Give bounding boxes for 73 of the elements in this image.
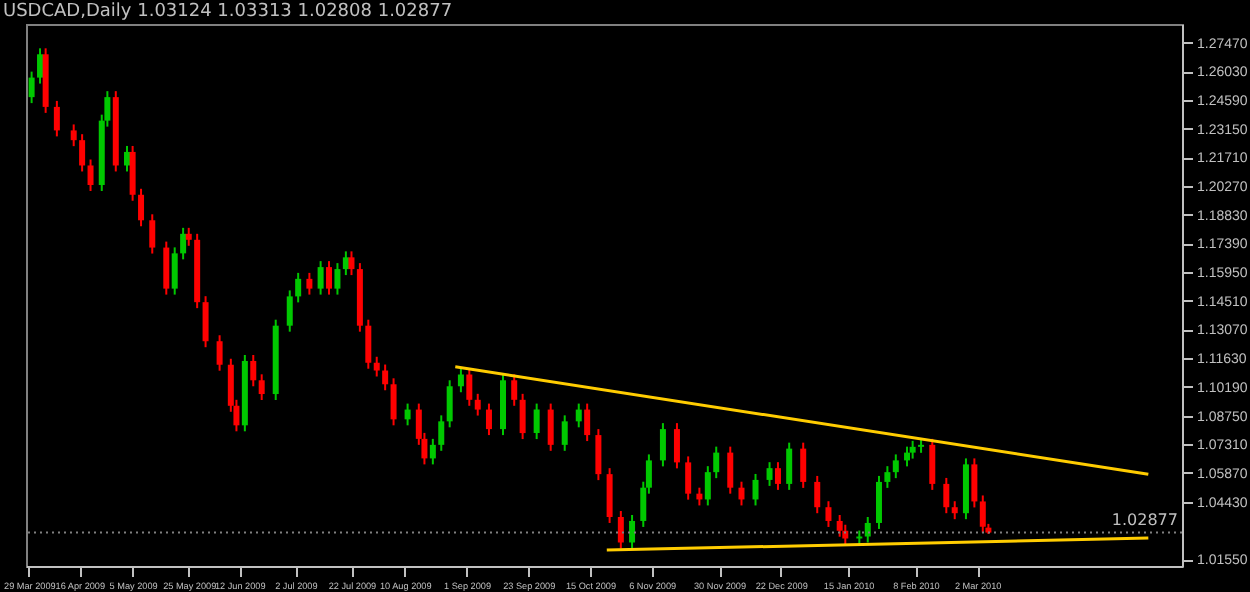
candlestick — [864, 515, 871, 544]
candlestick — [149, 213, 156, 255]
candlestick — [163, 240, 170, 296]
candlestick — [629, 513, 636, 550]
candlestick — [786, 441, 793, 491]
chart-title: USDCAD,Daily 1.03124 1.03313 1.02808 1.02877 — [3, 2, 453, 22]
candlestick — [727, 445, 734, 495]
candlestick — [87, 158, 94, 192]
candlestick — [216, 334, 223, 372]
candlestick — [595, 428, 602, 482]
candlestick — [825, 500, 832, 528]
candlestick — [713, 445, 720, 480]
candlestick — [766, 461, 773, 487]
candlestick — [659, 422, 666, 468]
candlestick — [474, 392, 481, 417]
candlestick — [943, 476, 950, 515]
candlestick — [685, 455, 692, 501]
candlestick — [836, 513, 843, 538]
candlestick — [485, 402, 492, 437]
candlestick — [348, 250, 355, 277]
candlestick — [129, 144, 136, 202]
candlestick — [404, 402, 411, 427]
candlestick — [70, 123, 77, 148]
candlestick — [511, 373, 518, 407]
candlestick — [171, 246, 178, 296]
candlestick — [429, 437, 436, 466]
candlestick — [365, 318, 372, 370]
candlestick — [875, 474, 882, 530]
candlestick — [752, 472, 759, 507]
candlestick — [124, 144, 131, 173]
candlestick — [79, 133, 86, 173]
candlestick — [250, 353, 257, 388]
candlestick — [373, 355, 380, 378]
candlestick — [704, 465, 711, 507]
candlestick — [606, 467, 613, 524]
candlestick — [28, 70, 35, 105]
candlestick — [842, 523, 849, 546]
candlestick — [971, 457, 978, 509]
candlestick — [673, 422, 680, 470]
candlestick — [738, 480, 745, 507]
candlestick — [929, 437, 936, 491]
candlestick — [53, 99, 60, 138]
ref-line-label: 1.02877 — [1111, 510, 1178, 529]
candlestick — [258, 373, 265, 402]
candlestick — [334, 262, 341, 296]
candlestick — [547, 402, 554, 452]
candlestick — [438, 414, 445, 452]
candlestick — [295, 271, 302, 304]
candlestick — [286, 289, 293, 333]
candlestick — [37, 47, 44, 85]
candlestick — [382, 363, 389, 392]
candlestick — [575, 402, 582, 429]
candlestick — [306, 271, 313, 296]
candlestick — [561, 414, 568, 452]
candlestick — [584, 402, 591, 443]
candlestick — [884, 465, 891, 489]
candlestick — [446, 379, 453, 429]
candlestick — [979, 494, 986, 534]
candlestick — [202, 295, 209, 349]
candlestick — [814, 474, 821, 515]
candlestick — [138, 187, 145, 228]
candlestick — [466, 367, 473, 407]
candlestick — [326, 260, 333, 296]
candlestick — [800, 441, 807, 489]
candlestick — [533, 402, 540, 441]
candlestick — [617, 510, 624, 550]
candlestick — [892, 453, 899, 480]
candlestick — [519, 392, 526, 441]
candlestick — [390, 377, 397, 427]
candlestick — [774, 461, 781, 491]
candlestick — [317, 260, 324, 296]
candlestick — [457, 367, 464, 394]
candlestick — [180, 226, 187, 261]
